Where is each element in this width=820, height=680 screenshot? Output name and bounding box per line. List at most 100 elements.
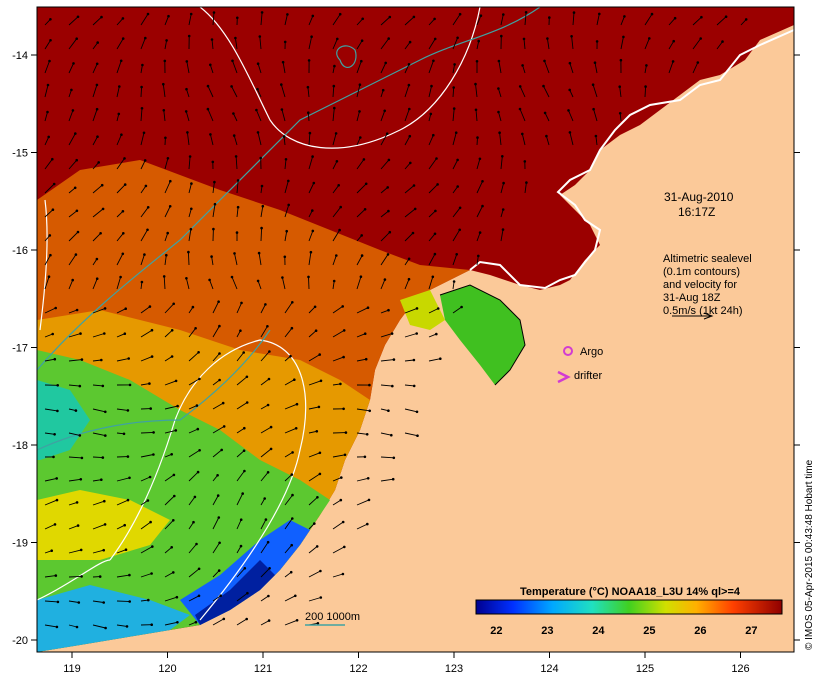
velocity-arrow-head	[193, 495, 197, 499]
velocity-arrow-head	[260, 184, 264, 188]
velocity-arrow-head	[572, 11, 576, 14]
velocity-arrow-head	[47, 275, 51, 279]
velocity-arrow	[307, 112, 310, 122]
velocity-arrow-head	[363, 208, 367, 211]
velocity-arrow	[209, 64, 214, 74]
velocity-arrow-head	[475, 60, 479, 63]
velocity-arrow	[545, 135, 550, 146]
velocity-arrow-head	[344, 431, 348, 434]
velocity-arrow-head	[267, 619, 271, 622]
velocity-arrow	[140, 454, 154, 458]
velocity-arrow-head	[358, 110, 361, 113]
velocity-arrow-head	[165, 39, 168, 42]
velocity-arrow	[620, 36, 624, 50]
velocity-arrow-head	[408, 107, 411, 111]
velocity-arrow-head	[618, 112, 622, 115]
velocity-arrow-head	[189, 227, 193, 231]
velocity-arrow	[236, 493, 244, 506]
velocity-arrow	[164, 329, 173, 338]
velocity-arrow	[44, 18, 51, 26]
velocity-arrow	[452, 87, 455, 98]
velocity-arrow	[236, 427, 245, 434]
drifter-marker[interactable]	[557, 370, 571, 384]
velocity-arrow	[452, 108, 455, 122]
velocity-arrow-head	[184, 110, 188, 113]
velocity-arrow-head	[243, 426, 246, 430]
velocity-arrow-head	[103, 307, 107, 310]
velocity-arrow-head	[162, 275, 166, 278]
velocity-arrow-head	[190, 207, 193, 211]
velocity-arrow	[116, 253, 124, 266]
velocity-arrow-head	[387, 158, 391, 162]
velocity-arrow-head	[51, 157, 54, 161]
velocity-arrow	[212, 402, 224, 410]
velocity-arrow-head	[407, 63, 411, 66]
velocity-arrow-head	[592, 107, 595, 111]
velocity-arrow-head	[340, 476, 343, 479]
velocity-arrow-head	[337, 184, 341, 187]
velocity-arrow-head	[387, 308, 390, 312]
velocity-arrow-head	[548, 16, 551, 19]
velocity-arrow	[44, 254, 51, 266]
velocity-arrow	[260, 378, 270, 386]
velocity-arrow	[186, 89, 190, 98]
velocity-arrow-head	[648, 37, 651, 40]
argo-float-marker[interactable]	[563, 346, 573, 356]
velocity-arrow	[92, 432, 106, 437]
velocity-arrow	[68, 624, 78, 628]
velocity-arrow-head	[192, 520, 195, 524]
velocity-arrow	[140, 521, 151, 530]
velocity-arrow	[116, 624, 128, 627]
velocity-arrow	[164, 16, 169, 26]
velocity-arrow	[332, 280, 335, 290]
velocity-arrow	[92, 208, 104, 218]
velocity-arrow	[140, 254, 145, 266]
velocity-arrow	[404, 64, 410, 74]
velocity-arrow	[572, 12, 575, 26]
velocity-arrow	[92, 359, 102, 362]
velocity-arrow	[452, 13, 461, 26]
velocity-arrow-head	[218, 352, 221, 355]
velocity-arrow	[500, 229, 504, 242]
velocity-arrow-head	[101, 456, 105, 459]
velocity-arrow-head	[79, 478, 83, 481]
velocity-arrow	[236, 567, 246, 578]
velocity-arrow-head	[196, 427, 200, 431]
velocity-arrow	[92, 16, 102, 26]
velocity-arrow-head	[268, 567, 271, 570]
velocity-arrow	[116, 86, 120, 98]
velocity-arrow-head	[367, 498, 371, 502]
velocity-arrow-head	[339, 498, 343, 502]
velocity-arrow	[404, 162, 411, 170]
velocity-arrow-head	[332, 84, 336, 88]
velocity-arrow-head	[163, 59, 167, 63]
velocity-arrow-head	[218, 324, 221, 328]
velocity-arrow	[68, 456, 82, 459]
velocity-arrow	[716, 41, 723, 50]
velocity-arrow-head	[286, 13, 289, 16]
velocity-arrow-head	[174, 379, 178, 383]
velocity-arrow	[380, 110, 386, 122]
velocity-arrow-head	[525, 181, 528, 184]
velocity-arrow	[188, 351, 199, 362]
bathymetry-key-label: 200 1000m	[305, 611, 360, 623]
colorbar	[475, 599, 783, 615]
longitude-axis: 119 120 121 122 123 124 125 126	[63, 652, 750, 675]
velocity-arrow-head	[170, 329, 174, 332]
velocity-arrow	[568, 110, 574, 122]
velocity-arrow-head	[48, 234, 52, 237]
king-sound-coast	[439, 284, 526, 386]
velocity-arrow-head	[236, 179, 240, 182]
lon-tick-label: 122	[349, 663, 367, 675]
velocity-arrow-head	[56, 384, 59, 387]
velocity-arrow	[140, 132, 145, 146]
velocity-arrow	[428, 210, 436, 218]
velocity-arrow	[68, 432, 80, 436]
velocity-arrow-head	[618, 85, 621, 88]
velocity-arrow	[68, 254, 77, 266]
velocity-arrow-head	[209, 63, 212, 67]
velocity-arrow-head	[150, 328, 154, 332]
velocity-arrow-head	[391, 477, 395, 481]
velocity-arrow	[44, 111, 48, 122]
